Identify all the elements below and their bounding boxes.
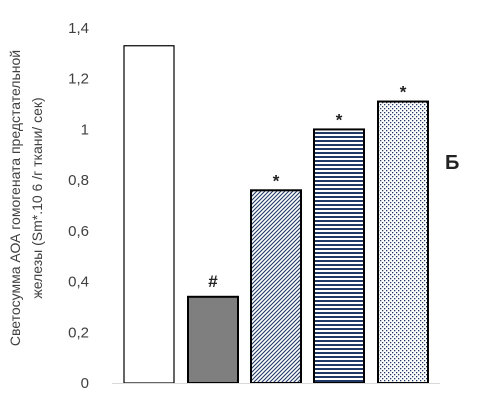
- y-tick-label: 1: [81, 121, 89, 138]
- y-tick-label: 0,8: [68, 172, 89, 189]
- bar-annotation-3: *: [273, 171, 280, 190]
- y-tick-label: 1,4: [68, 20, 89, 37]
- bar-annotation-2: #: [208, 272, 218, 291]
- y-tick-label: 1,2: [68, 71, 89, 88]
- y-tick-label: 0: [81, 375, 89, 392]
- y-axis-label-line-1: Светосумма АОА гомогената предстательной: [7, 50, 23, 346]
- y-axis-label-line-2: железы (Sm*.10 6 /г ткани/ сек): [29, 97, 45, 298]
- bars: [123, 45, 429, 385]
- bar-5: [377, 100, 429, 385]
- bar-2: [187, 295, 239, 384]
- bar-3: [250, 189, 302, 384]
- y-tick-label: 0,2: [68, 324, 89, 341]
- bar-1: [123, 45, 175, 384]
- y-tick-label: 0,6: [68, 223, 89, 240]
- bar-annotation-5: *: [400, 83, 407, 102]
- bar-annotation-4: *: [336, 110, 343, 129]
- y-axis-label: Светосумма АОА гомогената предстательной…: [7, 50, 45, 346]
- y-tick-label: 0,4: [68, 274, 89, 291]
- y-axis-ticks: 0 0,2 0,4 0,6 0,8 1 1,2 1,4: [68, 20, 89, 392]
- bar-4: [313, 128, 365, 384]
- bar-annotations: # * * *: [208, 83, 406, 291]
- panel-letter: Б: [445, 152, 459, 174]
